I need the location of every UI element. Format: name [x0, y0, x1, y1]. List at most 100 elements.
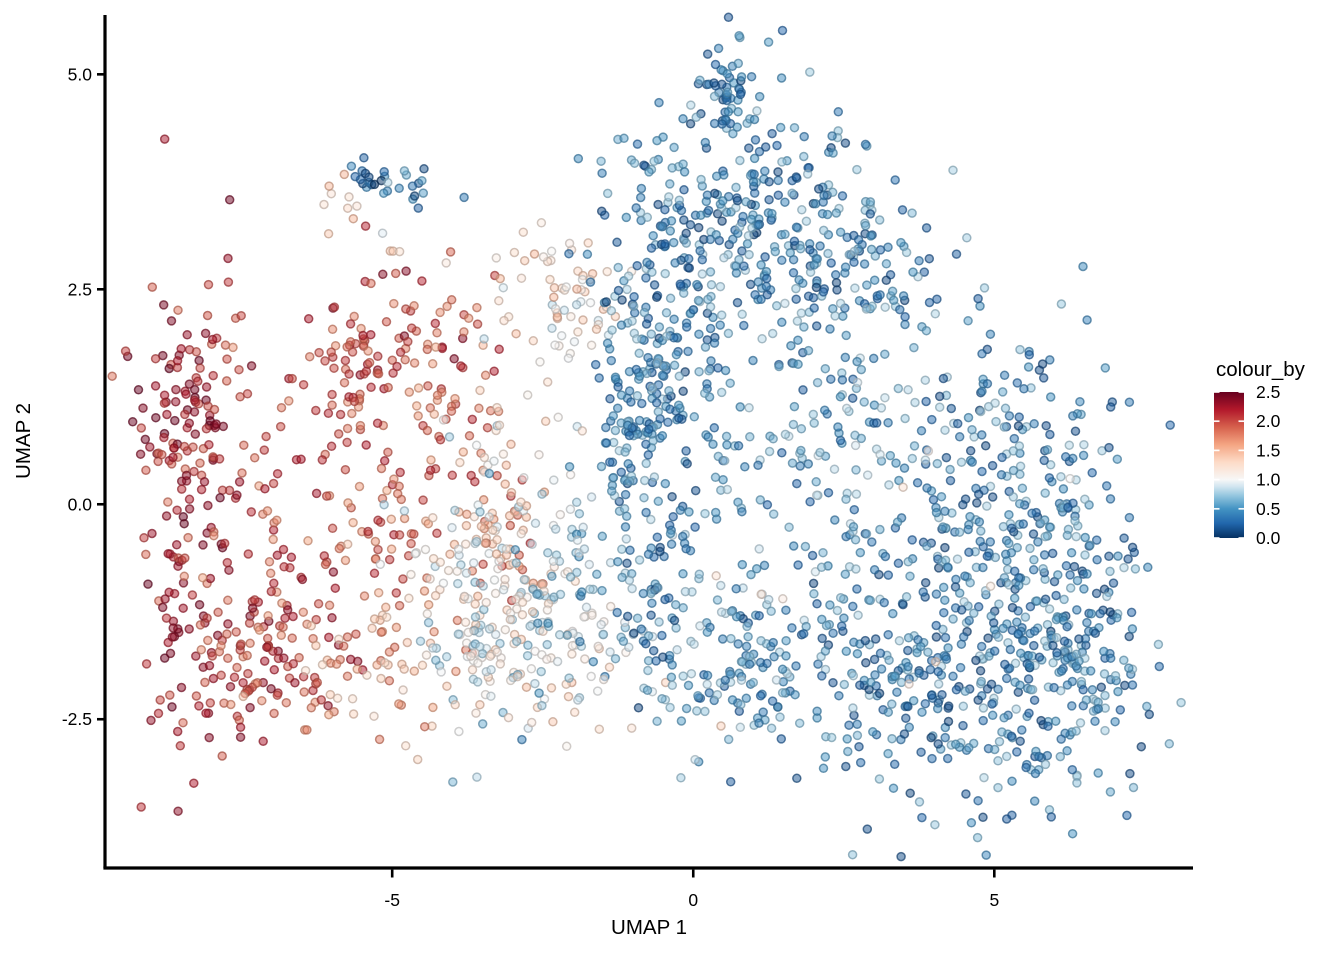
- data-point: [981, 850, 991, 860]
- data-point: [280, 613, 290, 623]
- data-point: [204, 660, 215, 671]
- data-point: [1024, 350, 1035, 360]
- data-point: [855, 757, 866, 768]
- data-point: [841, 646, 852, 657]
- data-point: [825, 324, 835, 334]
- data-point: [1105, 653, 1116, 663]
- data-point: [1124, 631, 1134, 642]
- data-point: [490, 588, 501, 599]
- data-point: [1070, 516, 1080, 526]
- data-point: [960, 686, 970, 697]
- data-point: [1024, 660, 1035, 670]
- data-point: [1056, 299, 1067, 309]
- data-point: [191, 347, 202, 357]
- data-point: [679, 185, 689, 195]
- data-point: [638, 588, 649, 599]
- data-point: [384, 676, 395, 686]
- data-point: [865, 209, 876, 219]
- data-point: [971, 655, 981, 666]
- data-point: [727, 695, 738, 705]
- data-point: [954, 527, 965, 537]
- data-point: [728, 234, 738, 245]
- data-point: [453, 629, 464, 639]
- data-point: [530, 518, 541, 529]
- data-point: [370, 536, 381, 547]
- data-point: [1014, 412, 1024, 422]
- data-point: [805, 67, 815, 77]
- data-point: [744, 651, 755, 662]
- data-point: [361, 440, 371, 450]
- data-point: [875, 290, 885, 300]
- data-point: [809, 418, 819, 428]
- data-point: [342, 342, 352, 352]
- data-point: [429, 409, 440, 419]
- data-point: [492, 470, 502, 481]
- data-point: [668, 237, 679, 248]
- data-point: [441, 258, 451, 268]
- data-point: [323, 700, 333, 711]
- data-point: [941, 654, 952, 664]
- data-point: [138, 403, 148, 413]
- data-point: [958, 632, 969, 642]
- data-point: [1105, 607, 1115, 617]
- data-point: [942, 562, 953, 572]
- data-point: [860, 139, 871, 150]
- data-point: [199, 477, 210, 487]
- data-point: [732, 195, 743, 206]
- data-point: [917, 812, 927, 823]
- data-point: [189, 395, 200, 405]
- data-point: [1019, 384, 1029, 394]
- data-point: [848, 670, 859, 681]
- data-point: [479, 334, 489, 344]
- data-point: [860, 635, 871, 646]
- data-point: [926, 690, 937, 701]
- data-point: [159, 432, 169, 443]
- data-point: [875, 524, 885, 535]
- data-point: [904, 679, 914, 689]
- data-point: [680, 586, 691, 597]
- data-point: [572, 567, 582, 578]
- data-point: [245, 638, 255, 649]
- data-point: [567, 640, 578, 651]
- data-point: [815, 241, 825, 251]
- data-point: [632, 139, 643, 149]
- data-point: [317, 659, 328, 670]
- data-point: [907, 453, 918, 464]
- data-point: [475, 642, 485, 652]
- data-point: [173, 806, 183, 816]
- data-point: [223, 595, 233, 606]
- data-point: [1120, 680, 1130, 691]
- data-point: [269, 578, 279, 589]
- data-point: [200, 677, 210, 688]
- data-point: [612, 237, 622, 248]
- data-point: [960, 571, 970, 581]
- data-point: [373, 515, 383, 526]
- data-point: [1119, 533, 1129, 543]
- data-point: [987, 710, 998, 721]
- data-point: [525, 621, 535, 631]
- data-point: [598, 674, 609, 685]
- data-point: [828, 148, 838, 158]
- data-point: [201, 382, 212, 392]
- data-point: [868, 727, 878, 737]
- data-point: [689, 412, 700, 422]
- data-point: [712, 595, 723, 605]
- data-point: [693, 295, 704, 306]
- data-point: [839, 613, 849, 623]
- data-point: [170, 415, 180, 426]
- data-point: [973, 602, 984, 612]
- data-point: [498, 585, 509, 595]
- data-point: [899, 729, 910, 739]
- data-point: [835, 392, 846, 402]
- data-point: [818, 763, 829, 774]
- data-point: [685, 220, 696, 230]
- data-point: [830, 270, 841, 280]
- data-point: [895, 304, 905, 315]
- data-point: [172, 505, 182, 515]
- data-point: [204, 732, 214, 743]
- data-point: [381, 612, 392, 622]
- data-point: [648, 645, 659, 656]
- data-point: [399, 664, 409, 674]
- data-point: [697, 255, 708, 265]
- data-point: [670, 258, 680, 268]
